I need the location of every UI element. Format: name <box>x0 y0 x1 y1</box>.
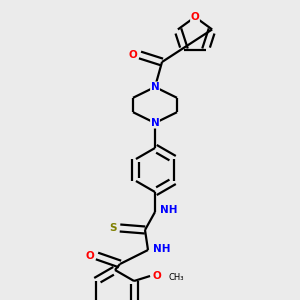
Text: NH: NH <box>160 205 178 215</box>
Text: O: O <box>153 271 161 281</box>
Text: S: S <box>109 223 117 233</box>
Text: O: O <box>129 50 137 60</box>
Text: N: N <box>151 82 159 92</box>
Text: O: O <box>190 12 200 22</box>
Text: O: O <box>85 251 94 261</box>
Text: NH: NH <box>153 244 171 254</box>
Text: N: N <box>151 118 159 128</box>
Text: CH₃: CH₃ <box>168 274 184 283</box>
